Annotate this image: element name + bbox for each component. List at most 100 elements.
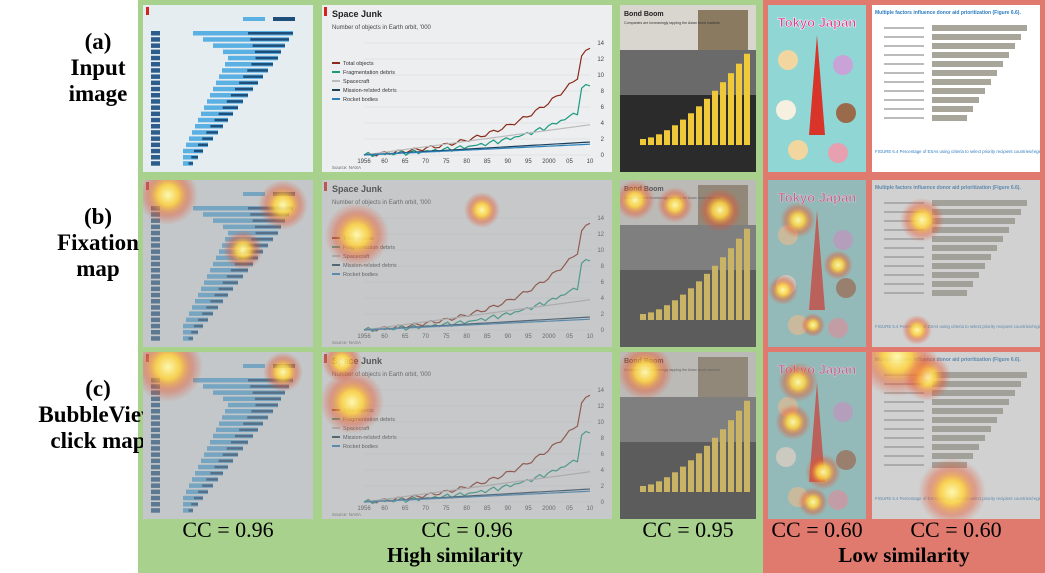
- row-label: (c): [85, 376, 111, 401]
- bar-dark: [214, 293, 228, 297]
- row-tag: [151, 80, 160, 86]
- bar-light: [228, 55, 278, 61]
- bar: [932, 106, 973, 112]
- row-tag: [151, 415, 160, 420]
- accent: [324, 182, 327, 191]
- x-tick-label: 80: [463, 334, 470, 340]
- heat-blob: [768, 275, 798, 305]
- bar-dark: [206, 131, 218, 134]
- bar-dark: [214, 118, 228, 122]
- row-tag: [151, 155, 160, 160]
- bar: [932, 390, 1015, 396]
- row-tag: [151, 130, 160, 135]
- thumb-line: [363, 471, 591, 503]
- bar-light: [203, 37, 289, 42]
- y-tick-label: 8: [601, 264, 605, 270]
- illustration: [828, 143, 848, 163]
- accent: [146, 7, 149, 15]
- illustration: [776, 447, 796, 467]
- row-tag: [151, 261, 160, 267]
- bar: [932, 218, 1015, 224]
- thumbnail: Space Junk Number of objects in Earth orb…: [322, 5, 612, 172]
- bar-dark: [194, 149, 203, 153]
- x-tick-label: 65: [402, 334, 409, 340]
- bar-dark: [252, 391, 285, 394]
- y-tick-label: 8: [601, 436, 605, 442]
- bar: [680, 294, 686, 320]
- group-label: Low similarity: [838, 543, 970, 567]
- legend-label: Rocket bodies: [343, 444, 378, 450]
- x-tick-label: 1956: [357, 334, 371, 340]
- thumb-line: [363, 318, 591, 331]
- label-stub: [884, 117, 924, 119]
- heat-blob: [801, 313, 825, 337]
- bar-light: [207, 446, 243, 451]
- bar-light: [193, 378, 293, 383]
- bar-dark: [239, 428, 258, 432]
- row-tag: [151, 224, 160, 230]
- row-tag: [151, 68, 160, 73]
- bar-light: [198, 464, 228, 470]
- bar: [932, 435, 985, 441]
- bar: [932, 453, 973, 459]
- row-tag: [151, 237, 160, 242]
- bar-light: [222, 68, 268, 73]
- bar-light: [193, 206, 293, 211]
- row-label: (a): [85, 29, 112, 54]
- bar-dark: [243, 75, 263, 78]
- bar-light: [201, 458, 233, 464]
- label-stub: [884, 247, 924, 249]
- row-tag: [151, 31, 160, 36]
- bar-light: [225, 62, 273, 67]
- bar-light: [183, 330, 198, 335]
- heat-blob: [464, 192, 500, 228]
- x-tick-label: 90: [504, 506, 511, 512]
- row-tag: [151, 86, 160, 92]
- label-stub: [884, 36, 924, 38]
- bar-light: [201, 286, 233, 292]
- bar-dark: [243, 422, 263, 425]
- thumb-subtitle: Companies are increasingly tapping the A…: [624, 21, 720, 25]
- bar: [728, 420, 734, 492]
- photo-ground: [620, 50, 756, 95]
- heat-blob: [780, 202, 816, 238]
- bar-dark: [191, 503, 198, 506]
- illustration: [836, 278, 856, 298]
- bar-dark: [194, 324, 203, 328]
- bar-light: [225, 409, 273, 414]
- x-tick-label: 2000: [542, 159, 556, 165]
- label-stub: [884, 446, 924, 448]
- bar-light: [213, 218, 285, 223]
- legend-swatch: [243, 192, 265, 196]
- bar: [688, 113, 694, 145]
- row-tag: [151, 249, 160, 254]
- bar-light: [195, 124, 223, 129]
- row-tag: [151, 489, 160, 495]
- cc-score: CC = 0.60: [771, 517, 862, 542]
- bar-dark: [191, 156, 198, 159]
- bar-dark: [255, 231, 278, 235]
- illustration: [833, 230, 853, 250]
- bar: [932, 209, 1021, 215]
- x-tick-label: 85: [484, 159, 491, 165]
- label-stub: [884, 292, 924, 294]
- row-tag: [151, 471, 160, 476]
- heat-blob: [900, 198, 944, 242]
- bar: [688, 460, 694, 492]
- row-tag: [151, 148, 160, 154]
- thumb-bg: [322, 5, 612, 172]
- label-stub: [884, 455, 924, 457]
- x-tick-label: 1956: [357, 159, 371, 165]
- thumb-title: Space Junk: [332, 184, 383, 194]
- x-tick-label: 2000: [542, 506, 556, 512]
- thumb-title: Tokyo Japan: [778, 190, 857, 205]
- bar-light: [183, 161, 193, 166]
- heat-blob: [143, 352, 203, 402]
- bar-light: [210, 440, 248, 445]
- illustration: [776, 100, 796, 120]
- legend-label: Rocket bodies: [343, 272, 378, 278]
- row-tag: [151, 62, 160, 67]
- illustration: [788, 140, 808, 160]
- row-tag: [151, 433, 160, 439]
